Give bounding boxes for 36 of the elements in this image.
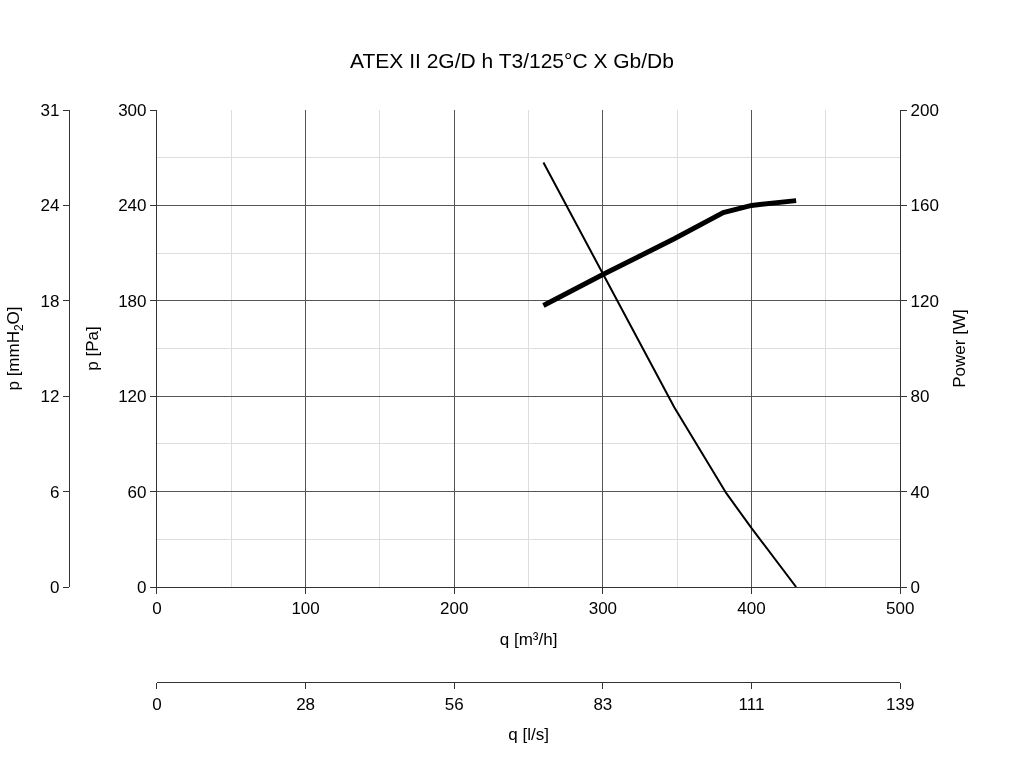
y-tick-label: 0 [137,577,147,597]
x2-tick-label: 56 [444,694,464,714]
y3-tick-label: 6 [50,482,60,502]
x-tick-label: 400 [737,599,766,619]
x-axis-title: q [m³/h] [499,629,558,649]
y3-tick-label: 18 [40,291,60,311]
chart-title: ATEX II 2G/D h T3/125°C X Gb/Db [350,49,674,73]
y3-tick-label: 24 [40,196,60,216]
y3-tick-label: 0 [50,577,60,597]
y2-tick-label: 0 [910,577,921,597]
x-tick-label: 0 [152,599,162,619]
y2-tick-label: 40 [910,482,930,502]
x-tick-label: 100 [291,599,320,619]
x2-tick-label: 28 [296,694,316,714]
x-tick-label: 200 [440,599,469,619]
y3-tick-label: 12 [40,387,60,407]
x2-tick-label: 139 [886,694,915,714]
x-tick-label: 500 [886,599,915,619]
line-series [542,161,798,587]
y3-tick-label: 31 [40,100,60,120]
y-tick-label: 60 [127,482,147,502]
x-tick-label: 300 [588,599,618,619]
y2-tick-label: 160 [910,196,939,216]
y-axis-title: p [Pa] [82,326,102,371]
y-tick-label: 300 [118,100,147,120]
x2-axis-title: q [l/s] [508,725,549,745]
x2-tick-label: 0 [152,694,162,714]
y-tick-label: 120 [118,387,147,407]
x2-tick-label: 111 [738,694,765,714]
y2-tick-label: 80 [910,387,930,407]
x2-tick-label: 83 [593,694,613,714]
y2-tick-label: 200 [910,100,939,120]
y-tick-label: 240 [118,196,147,216]
y-tick-label: 180 [118,291,147,311]
y2-tick-label: 120 [910,291,939,311]
y2-axis-title: Power [W] [950,309,970,388]
